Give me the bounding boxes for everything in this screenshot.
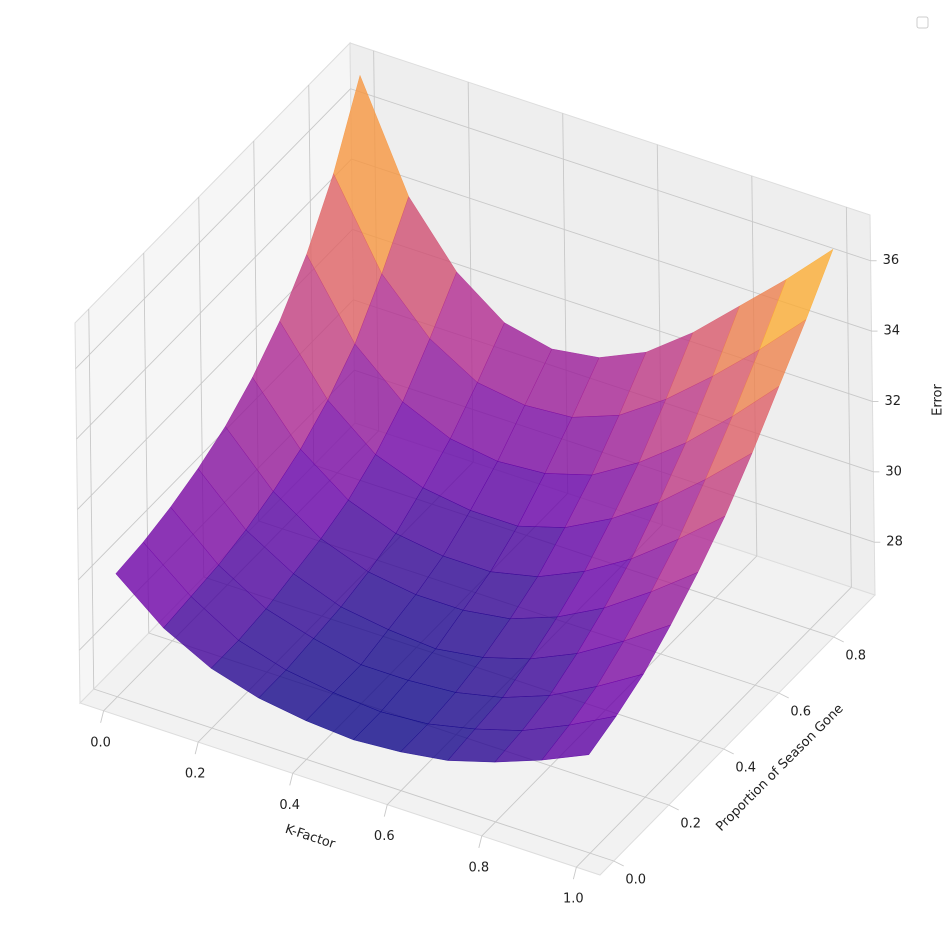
grid-line bbox=[576, 586, 852, 868]
tick-mark bbox=[100, 710, 105, 723]
x-axis-label: K-Factor bbox=[283, 822, 337, 852]
tick-mark bbox=[778, 692, 789, 699]
y-tick-label: 0.2 bbox=[680, 817, 701, 832]
z-tick-label: 34 bbox=[884, 324, 901, 339]
y-tick-label: 0.6 bbox=[790, 705, 811, 720]
tick-mark bbox=[194, 741, 199, 755]
y-tick-label: 0.0 bbox=[625, 873, 646, 888]
z-tick-label: 32 bbox=[884, 394, 901, 409]
tick-mark bbox=[289, 773, 294, 786]
grid-line bbox=[350, 88, 871, 262]
tick-mark bbox=[723, 748, 734, 755]
tick-mark bbox=[478, 835, 483, 849]
legend-box bbox=[916, 16, 929, 29]
x-tick-label: 0.0 bbox=[90, 735, 111, 750]
grid-line bbox=[76, 158, 352, 440]
grid-line bbox=[845, 207, 852, 588]
x-tick-label: 1.0 bbox=[563, 892, 584, 907]
surface-cell bbox=[541, 715, 617, 761]
tick-mark bbox=[833, 636, 844, 643]
tick-mark bbox=[613, 860, 624, 867]
x-tick-label: 0.4 bbox=[279, 798, 300, 813]
z-tick-label: 30 bbox=[885, 464, 902, 479]
y-tick-label: 0.4 bbox=[735, 761, 756, 776]
tick-labels: 0.0 0.2 0.4 0.6 0.8 1.0 0.0 0.2 0.4 0.6 0.8 28 30 32 3… bbox=[90, 253, 903, 906]
x-tick-label: 0.8 bbox=[468, 860, 489, 875]
grid-line bbox=[93, 688, 614, 862]
x-tick-label: 0.6 bbox=[374, 829, 395, 844]
z-tick-label: 28 bbox=[886, 535, 903, 550]
y-tick-label: 0.8 bbox=[845, 649, 866, 664]
grid-line bbox=[88, 308, 95, 690]
surface bbox=[115, 74, 834, 763]
grid-line bbox=[75, 88, 351, 370]
z-axis-label: Error bbox=[931, 384, 944, 416]
tick-mark bbox=[668, 804, 679, 811]
tick-mark bbox=[572, 867, 577, 880]
tick-mark bbox=[383, 804, 388, 817]
x-tick-label: 0.2 bbox=[185, 767, 206, 782]
z-tick-label: 36 bbox=[883, 253, 900, 268]
